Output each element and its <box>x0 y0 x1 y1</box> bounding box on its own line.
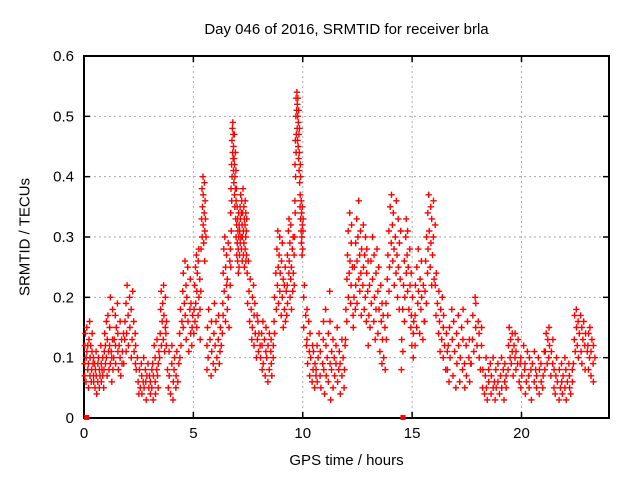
y-tick-label: 0.4 <box>53 169 74 186</box>
baseline-square-point <box>84 415 90 420</box>
chart-title: Day 046 of 2016, SRMTID for receiver brl… <box>204 21 489 38</box>
y-tick-label: 0 <box>66 410 74 427</box>
baseline-square-point <box>400 415 406 420</box>
plot-border <box>83 55 610 419</box>
x-tick-label: 20 <box>513 425 530 442</box>
x-tick-label: 5 <box>189 425 197 442</box>
y-tick-label: 0.1 <box>53 350 74 367</box>
y-tick-label: 0.3 <box>53 229 74 246</box>
y-tick-label: 0.6 <box>53 48 74 65</box>
y-tick-label: 0.2 <box>53 289 74 306</box>
x-tick-label: 10 <box>294 425 311 442</box>
x-tick-label: 0 <box>80 425 88 442</box>
x-axis-label: GPS time / hours <box>289 452 404 469</box>
scatter-plus-points <box>81 89 599 404</box>
x-tick-label: 15 <box>404 425 421 442</box>
y-tick-label: 0.5 <box>53 108 74 125</box>
